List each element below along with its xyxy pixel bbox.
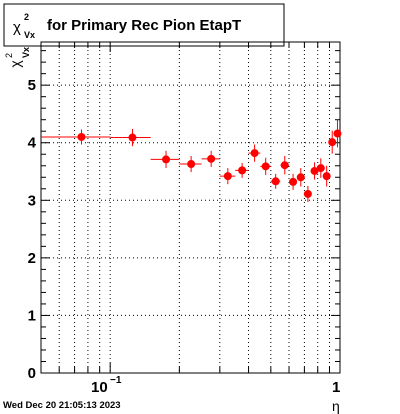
y-tick-label: 0 <box>28 365 36 382</box>
axes <box>40 41 341 374</box>
point-marker <box>223 172 232 181</box>
chart-title: χ 2 Vx for Primary Rec Pion EtapT <box>13 12 241 40</box>
data-point <box>280 155 290 175</box>
point-marker <box>261 162 270 171</box>
point-marker <box>128 133 137 142</box>
data-point <box>110 128 151 147</box>
point-marker <box>322 172 331 181</box>
y-axis-title: χ 2 Vx <box>4 47 31 68</box>
y-tick-label: 1 <box>28 307 36 324</box>
data-point <box>235 162 249 178</box>
point-marker <box>328 138 337 147</box>
point-marker <box>207 154 216 163</box>
x-axis-title: η <box>332 398 340 414</box>
y-tick-label: 4 <box>28 135 37 152</box>
data-point <box>328 130 337 154</box>
y-axis-subscript: Vx <box>21 47 31 58</box>
data-point <box>310 162 319 180</box>
x-tick-label-0.1: 10 −1 <box>91 375 122 396</box>
x-tick-base: 10 <box>91 379 108 396</box>
data-point <box>270 173 281 189</box>
title-subscript: Vx <box>24 30 35 40</box>
data-point <box>289 173 298 190</box>
data-point <box>201 150 220 167</box>
point-marker <box>316 164 325 173</box>
ticks: 0 1 2 3 4 5 <box>28 42 341 382</box>
data-point <box>322 165 331 187</box>
y-axis-superscript: 2 <box>4 53 14 58</box>
data-point <box>248 144 261 162</box>
data-point <box>150 150 180 169</box>
point-marker <box>303 189 312 198</box>
point-marker <box>238 166 247 175</box>
title-box <box>3 3 285 47</box>
point-marker <box>289 177 298 186</box>
data-point <box>179 155 202 173</box>
point-marker <box>333 129 342 138</box>
point-marker <box>162 155 171 164</box>
title-symbol: χ <box>13 19 21 36</box>
y-axis-symbol: χ <box>7 60 23 68</box>
point-marker <box>187 160 196 169</box>
data-point <box>296 168 305 187</box>
y-tick-label: 5 <box>28 77 36 94</box>
point-marker <box>280 161 289 170</box>
point-marker <box>250 149 259 158</box>
data-point <box>316 158 325 178</box>
data-points <box>41 119 342 203</box>
y-tick-label: 3 <box>28 192 36 209</box>
title-superscript: 2 <box>24 12 29 22</box>
data-point <box>333 119 342 148</box>
title-text: for Primary Rec Pion EtapT <box>47 17 241 34</box>
point-marker <box>77 132 86 141</box>
data-point <box>41 129 111 145</box>
timestamp: Wed Dec 20 21:05:13 2023 <box>3 400 121 411</box>
point-marker <box>310 166 319 175</box>
y-tick-label: 2 <box>28 250 36 267</box>
grid <box>41 42 340 373</box>
x-tick-exp: −1 <box>110 375 122 386</box>
plot-frame <box>40 41 341 374</box>
point-marker <box>271 177 280 186</box>
data-point <box>219 168 236 185</box>
data-point <box>260 157 271 175</box>
point-marker <box>296 173 305 182</box>
x-tick-label-1: 1 <box>332 379 340 396</box>
data-point <box>303 185 312 203</box>
